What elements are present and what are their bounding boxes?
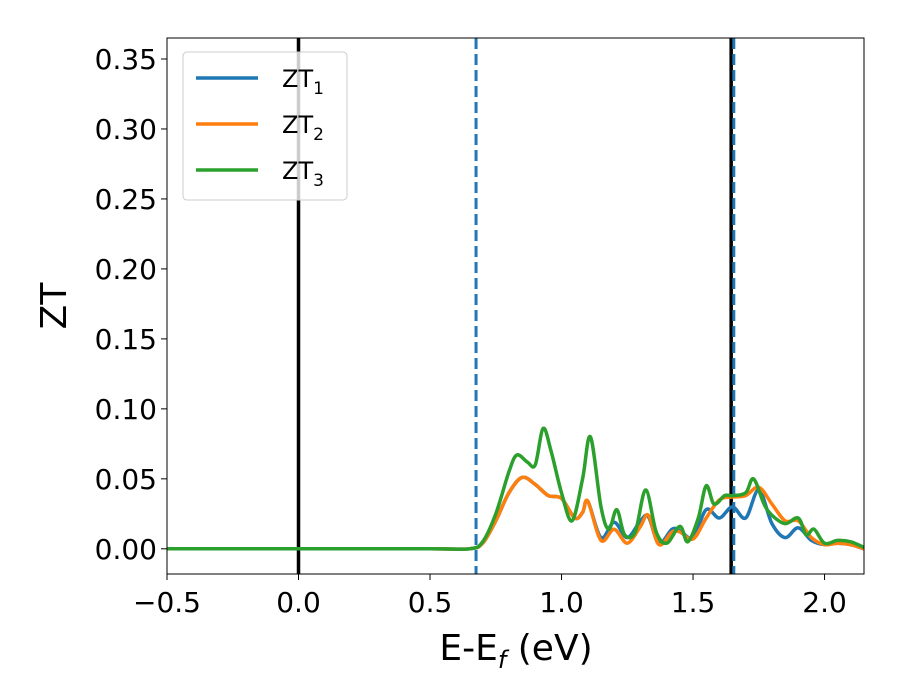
x-tick-label: 0.5 — [408, 586, 453, 619]
y-tick-label: 0.30 — [95, 113, 157, 146]
legend-label-3: ZT3 — [282, 157, 324, 191]
legend-label-2: ZT2 — [282, 111, 324, 145]
series-line-2 — [167, 475, 864, 551]
legend-box — [182, 51, 348, 201]
legend: ZT1 ZT2 ZT3 — [182, 51, 348, 201]
x-axis-title: E-Ef (eV) — [439, 628, 592, 674]
y-axis-title: ZT — [34, 282, 75, 330]
y-tick-label: 0.20 — [95, 253, 157, 286]
x-tick-label: −0.5 — [133, 586, 201, 619]
x-axis-ticks: −0.5 0.0 0.5 1.0 1.5 2.0 — [133, 574, 847, 619]
legend-label-1: ZT1 — [282, 65, 324, 99]
y-tick-label: 0.00 — [95, 533, 157, 566]
x-tick-label: 0.0 — [276, 586, 321, 619]
y-axis-ticks: 0.00 0.05 0.10 0.15 0.20 0.25 0.30 0.35 — [95, 43, 167, 566]
series-line-3 — [167, 426, 864, 552]
y-tick-label: 0.05 — [95, 463, 157, 496]
x-tick-label: 1.5 — [671, 586, 716, 619]
x-tick-label: 1.0 — [539, 586, 584, 619]
y-tick-label: 0.10 — [95, 393, 157, 426]
y-tick-label: 0.35 — [95, 43, 157, 76]
y-tick-label: 0.15 — [95, 323, 157, 356]
y-tick-label: 0.25 — [95, 183, 157, 216]
plot-frame — [166, 37, 865, 575]
x-tick-label: 2.0 — [802, 586, 847, 619]
legend-entries: ZT1 ZT2 ZT3 — [196, 65, 324, 191]
series-lines — [167, 426, 864, 552]
